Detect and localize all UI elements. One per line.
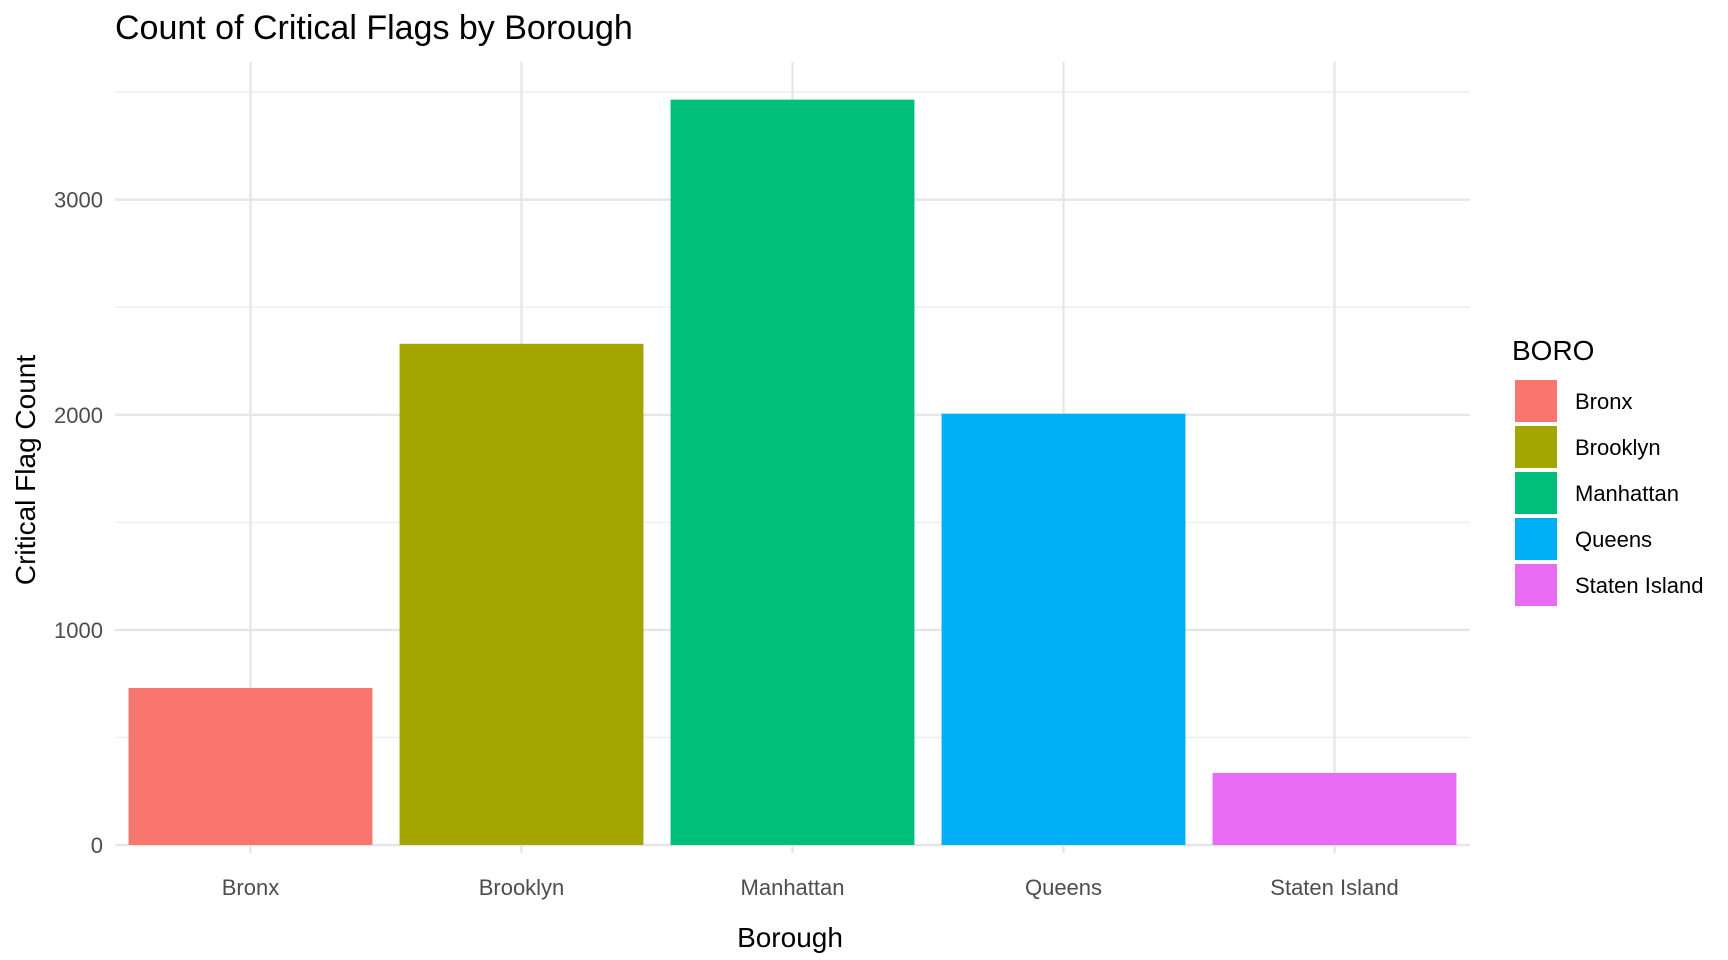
bars [128,99,1457,846]
chart-title: Count of Critical Flags by Borough [115,9,633,47]
bar-bronx [128,687,373,845]
y-tick-label: 3000 [54,188,103,213]
bar-manhattan [670,99,915,846]
bar-queens [941,413,1186,845]
y-tick-label: 1000 [54,618,103,643]
legend-key [1515,380,1557,422]
bar-brooklyn [399,343,644,845]
y-tick-label: 0 [91,833,103,858]
legend: BORO Bronx Brooklyn Manhattan Queens Staten … [1512,335,1703,606]
x-tick-label: Staten Island [1270,875,1398,900]
x-tick-label: Brooklyn [479,875,565,900]
legend-label: Queens [1575,527,1652,552]
x-axis-ticks: Bronx Brooklyn Manhattan Queens Staten Islan… [222,875,1399,900]
legend-label: Staten Island [1575,573,1703,598]
legend-key [1515,472,1557,514]
x-axis-title: Borough [737,922,843,953]
legend-key [1515,564,1557,606]
legend-title: BORO [1512,335,1594,366]
legend-label: Manhattan [1575,481,1679,506]
x-tick-label: Manhattan [741,875,845,900]
y-axis-title: Critical Flag Count [10,355,41,586]
legend-label: Brooklyn [1575,435,1661,460]
y-axis-ticks: 0 1000 2000 3000 [54,188,103,858]
legend-key [1515,426,1557,468]
legend-key [1515,518,1557,560]
y-tick-label: 2000 [54,403,103,428]
x-tick-label: Bronx [222,875,279,900]
bar-staten-island [1212,772,1457,845]
x-tick-label: Queens [1025,875,1102,900]
legend-label: Bronx [1575,389,1632,414]
